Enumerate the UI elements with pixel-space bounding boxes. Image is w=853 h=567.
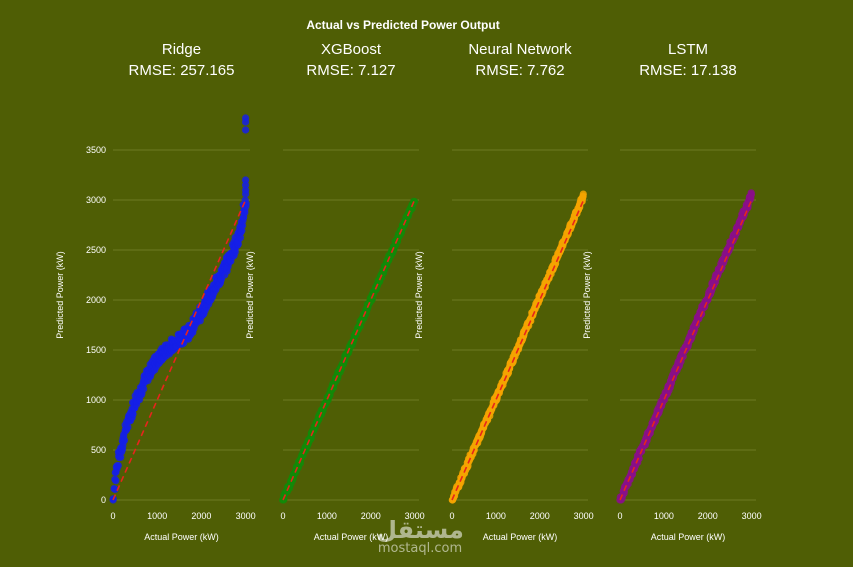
y-axis-label: Predicted Power (kW) (414, 251, 424, 339)
x-axis-label: Actual Power (kW) (483, 532, 558, 542)
y-tick-label: 1000 (86, 395, 106, 405)
x-tick-label: 3000 (742, 511, 762, 521)
subplot-4: LSTM RMSE: 17.138 0 1000 2000 3000 Actual Powe… (582, 41, 762, 542)
y-tick-label: 1500 (86, 345, 106, 355)
scatter-point (111, 485, 119, 493)
watermark: مستقل mostaql.com (376, 516, 464, 556)
watermark-arabic: مستقل (376, 516, 464, 544)
x-tick-label: 1000 (486, 511, 506, 521)
scatter-point (117, 453, 125, 461)
y-tick-label: 2000 (86, 295, 106, 305)
x-tick-label: 0 (110, 511, 115, 521)
subplot-2: XGBoost RMSE: 7.127 0 1000 2000 3000 Actual Po… (245, 41, 425, 542)
scatter-points (616, 189, 756, 504)
subplot-metric: RMSE: 257.165 (129, 62, 235, 79)
watermark-latin: mostaql.com (378, 541, 462, 556)
x-axis-label: Actual Power (kW) (144, 532, 219, 542)
scatter-point (124, 423, 132, 431)
subplot-1: Ridge RMSE: 257.165 0 500 1000 1500 2000 2500 30… (55, 41, 256, 542)
scatter-point (120, 436, 129, 444)
y-tick-label: 500 (91, 445, 106, 455)
x-tick-label: 1000 (317, 511, 337, 521)
ideal-reference-line (451, 199, 585, 501)
x-tick-label: 0 (617, 511, 622, 521)
x-axis-label: Actual Power (kW) (314, 532, 389, 542)
scatter-points (109, 114, 250, 504)
subplot-metric: RMSE: 7.762 (475, 62, 564, 79)
y-tick-label: 3000 (86, 195, 106, 205)
x-tick-label: 2000 (191, 511, 211, 521)
scatter-points (448, 190, 587, 504)
ideal-reference-line (282, 199, 416, 501)
scatter-point (579, 190, 587, 198)
x-tick-label: 0 (449, 511, 454, 521)
y-axis-label: Predicted Power (kW) (582, 251, 592, 339)
subplots: Ridge RMSE: 257.165 0 500 1000 1500 2000 2500 30… (55, 41, 762, 542)
scatter-outlier (241, 176, 250, 184)
scatter-outlier (241, 126, 250, 134)
y-axis-label: Predicted Power (kW) (55, 251, 65, 339)
y-axis-label: Predicted Power (kW) (245, 251, 255, 339)
subplot-title: Neural Network (468, 41, 572, 58)
chart-title: Actual vs Predicted Power Output (306, 18, 499, 32)
y-tick-label: 2500 (86, 245, 106, 255)
scatter-point (129, 410, 137, 418)
x-tick-label: 3000 (405, 511, 425, 521)
scatter-point (140, 385, 148, 393)
scatter-point (747, 190, 755, 198)
x-tick-label: 0 (280, 511, 285, 521)
scatter-point (114, 462, 122, 470)
x-tick-label: 1000 (147, 511, 167, 521)
x-tick-label: 2000 (361, 511, 381, 521)
x-tick-label: 3000 (236, 511, 256, 521)
x-axis-label: Actual Power (kW) (651, 532, 726, 542)
x-tick-label: 2000 (530, 511, 550, 521)
x-tick-label: 1000 (654, 511, 674, 521)
x-tick-label: 3000 (574, 511, 594, 521)
scatter-outlier (241, 186, 250, 194)
y-tick-label: 0 (101, 495, 106, 505)
scatter-point (112, 477, 120, 485)
ideal-reference-line (619, 199, 753, 501)
scatter-outlier (241, 181, 250, 189)
subplot-title: LSTM (668, 41, 708, 58)
subplot-title: Ridge (162, 41, 201, 58)
subplot-title: XGBoost (321, 41, 382, 58)
scatter-outlier (241, 114, 250, 122)
scatter-point (241, 209, 249, 217)
y-tick-label: 3500 (86, 145, 106, 155)
subplot-metric: RMSE: 7.127 (306, 62, 395, 79)
scatter-point (236, 234, 244, 242)
ideal-reference-line (112, 199, 247, 501)
x-tick-label: 2000 (698, 511, 718, 521)
subplot-3: Neural Network RMSE: 7.762 0 1000 2000 3000 Ac… (414, 41, 594, 542)
subplot-metric: RMSE: 17.138 (639, 62, 737, 79)
